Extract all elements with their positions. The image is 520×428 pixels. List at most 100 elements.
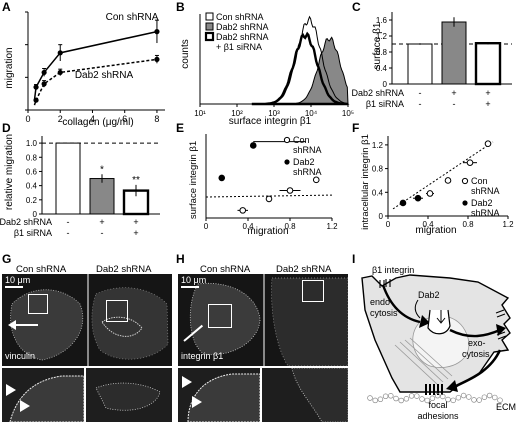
ecm-fiber-circle [367, 395, 373, 401]
panel-h-dab2-inset-box [302, 280, 324, 302]
panel-b-legend-label: Dab2 shRNA [216, 22, 269, 32]
panel-d-row1-mark: + [133, 217, 138, 227]
panel-e-point [249, 142, 257, 149]
panel-g-scale-label: 10 μm [5, 275, 31, 285]
panel-e-legend-filled-marker [284, 159, 290, 165]
ecm-fibers [367, 392, 503, 404]
panel-i-schematic: β1 integrin Dab2 endo- cytosis exo- cyto… [361, 265, 516, 421]
panel-e-legend-label: shRNA [293, 167, 322, 177]
panel-letter-d: D [2, 121, 11, 135]
panel-a-series-con: Con shRNA [106, 12, 159, 23]
panel-b-legend-swatch [204, 31, 215, 42]
panel-a-point [41, 69, 47, 76]
panel-h-scale-label: 10 μm [181, 275, 207, 285]
panel-h-stain-label: integrin β1 [181, 351, 224, 361]
panel-c-ylabel: surface β1 [372, 22, 383, 69]
label-focal: focal [428, 400, 447, 410]
panel-e-point [265, 195, 273, 203]
exocytosis-arrowhead [496, 324, 506, 336]
label-adhesions: adhesions [417, 411, 459, 421]
panel-a-series-line [33, 30, 158, 101]
panel-e-xtick-label: 1.2 [326, 222, 338, 231]
panel-c-bar [441, 21, 467, 85]
ecm-fiber-circle [445, 396, 451, 403]
panel-d-row1-mark: + [99, 217, 104, 227]
panel-c-row2-mark: - [453, 99, 456, 109]
panel-letter-c: C [352, 0, 361, 14]
membrane-integrins [379, 279, 507, 340]
panel-b-legend-label: Con shRNA [216, 12, 264, 22]
panel-c-bar [474, 42, 502, 86]
panel-d-row1-label: Dab2 shRNA [0, 217, 52, 227]
panel-f-legend-label: Dab2 [471, 198, 493, 208]
panel-f-xtick-label: 0.8 [462, 220, 474, 229]
panel-b-legend-label: Dab2 shRNA [216, 32, 269, 42]
panel-a-xtick-label: 6 [122, 114, 127, 124]
panel-b-xlabel: surface integrin β1 [229, 116, 312, 127]
panel-f-xtick-label: 0.4 [422, 220, 434, 229]
panel-a-point [41, 81, 47, 87]
panel-a-point [33, 97, 39, 103]
panel-d-ytick-label: 0.8 [26, 153, 38, 162]
panel-b-histogram [251, 31, 349, 106]
exocytosis-arrow [449, 328, 501, 338]
panel-f-point [426, 190, 434, 197]
panel-b-xtick-label: 10³ [268, 109, 280, 118]
panel-h-col2-title: Dab2 shRNA [276, 264, 332, 275]
panel-g-con-zoom [2, 368, 84, 422]
panel-g-cells-svg [2, 274, 172, 366]
ecm-fiber-circle [393, 395, 399, 402]
panel-c-row1-mark: - [419, 88, 422, 98]
panel-c-row2-label: β1 siRNA [366, 99, 404, 109]
panel-c-ytick-label: 1.2 [376, 32, 388, 41]
label-exo-cytosis: cytosis [462, 349, 490, 359]
panel-b-xtick-label: 10⁴ [305, 109, 318, 118]
ecm-fiber-circle [398, 397, 404, 404]
panel-e-xtick-label: 0 [204, 222, 209, 231]
panel-g-dab2-inset-box [106, 300, 128, 322]
panel-h-con-zoom [178, 368, 260, 422]
panel-d-row2-mark: - [67, 228, 70, 238]
panel-b-xtick-label: 10¹ [194, 109, 206, 118]
ecm-fiber-circle [429, 395, 436, 402]
panel-letter-h: H [176, 252, 185, 266]
panel-g-arrow-shaft [12, 324, 38, 326]
endosome-vesicle [427, 309, 451, 335]
panel-d-significance-star: ** [132, 175, 140, 186]
panel-f-legend-open-marker [461, 177, 469, 185]
panel-e-xlabel: migration [247, 226, 288, 237]
panel-f-xtick-label: 1.2 [502, 220, 514, 229]
panel-b-xtick-label: 10⁵ [342, 109, 354, 118]
ecm-fiber-circle [372, 397, 378, 404]
panel-d-bar [89, 178, 115, 215]
panel-f-ytick-label: 1.2 [372, 141, 384, 150]
ecm-fiber-circle [481, 394, 488, 400]
panel-e-ylabel: surface integrin β1 [188, 141, 199, 219]
panel-d-row2-label: β1 siRNA [14, 228, 52, 238]
panel-f-xtick-label: 0 [386, 220, 391, 229]
panel-d-ytick-label: 0.6 [26, 167, 38, 176]
panel-h-dab2-zoom [262, 368, 348, 422]
panel-e-xtick-label: 0.4 [242, 222, 254, 231]
panel-c-row2-mark: + [485, 99, 490, 109]
ecm-fiber-circle [460, 392, 467, 399]
recycling-arrowhead [446, 380, 458, 392]
panel-f-point [399, 199, 407, 207]
panel-letter-b: B [176, 0, 185, 14]
panel-h-zoom-arrowhead-1 [182, 376, 192, 388]
panel-c-ytick-label: 0.8 [376, 48, 388, 57]
panel-f-legend-label: shRNA [471, 208, 500, 218]
panel-d-row2-mark: + [133, 228, 138, 238]
panel-c-row2-mark: - [419, 99, 422, 109]
panel-h-col1-title: Con shRNA [200, 264, 251, 275]
panel-e-xtick-label: 0.8 [284, 222, 296, 231]
ecm-fiber-circle [471, 397, 477, 403]
panel-a-xtick-label: 2 [58, 114, 63, 124]
ecm-fiber-circle [455, 394, 462, 401]
panel-f-legend-label: Con [471, 176, 488, 186]
panel-e-point [218, 174, 226, 182]
panel-f-point [484, 140, 492, 148]
panel-letter-a: A [2, 0, 11, 14]
panel-b-ylabel: counts [180, 39, 191, 68]
endocytosis-arrow [381, 284, 421, 324]
